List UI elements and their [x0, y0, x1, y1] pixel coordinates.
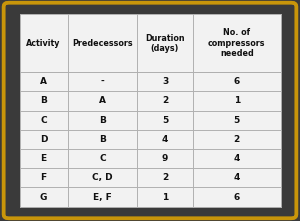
Text: 5: 5: [234, 116, 240, 125]
FancyBboxPatch shape: [20, 14, 281, 207]
Text: 5: 5: [162, 116, 168, 125]
Text: 2: 2: [162, 96, 168, 105]
Text: Predecessors: Predecessors: [72, 39, 133, 48]
Text: -: -: [100, 77, 104, 86]
Text: 1: 1: [234, 96, 240, 105]
Text: 2: 2: [234, 135, 240, 144]
Text: 6: 6: [234, 192, 240, 202]
Text: C: C: [40, 116, 47, 125]
Text: 2: 2: [162, 173, 168, 182]
FancyBboxPatch shape: [4, 3, 296, 218]
Text: A: A: [99, 96, 106, 105]
Text: 4: 4: [234, 154, 240, 163]
Text: 4: 4: [162, 135, 168, 144]
Text: 9: 9: [162, 154, 168, 163]
Text: 1: 1: [162, 192, 168, 202]
Text: 6: 6: [234, 77, 240, 86]
Text: Duration
(days): Duration (days): [145, 34, 185, 53]
Text: B: B: [40, 96, 47, 105]
Text: B: B: [99, 116, 106, 125]
Text: C, D: C, D: [92, 173, 113, 182]
Text: E: E: [40, 154, 47, 163]
Text: 3: 3: [162, 77, 168, 86]
Text: C: C: [99, 154, 106, 163]
Text: No. of
compressors
needed: No. of compressors needed: [208, 28, 266, 58]
Text: A: A: [40, 77, 47, 86]
Text: D: D: [40, 135, 47, 144]
Text: Activity: Activity: [26, 39, 61, 48]
Text: E, F: E, F: [93, 192, 112, 202]
Text: 4: 4: [234, 173, 240, 182]
Text: G: G: [40, 192, 47, 202]
Text: F: F: [40, 173, 47, 182]
Text: B: B: [99, 135, 106, 144]
